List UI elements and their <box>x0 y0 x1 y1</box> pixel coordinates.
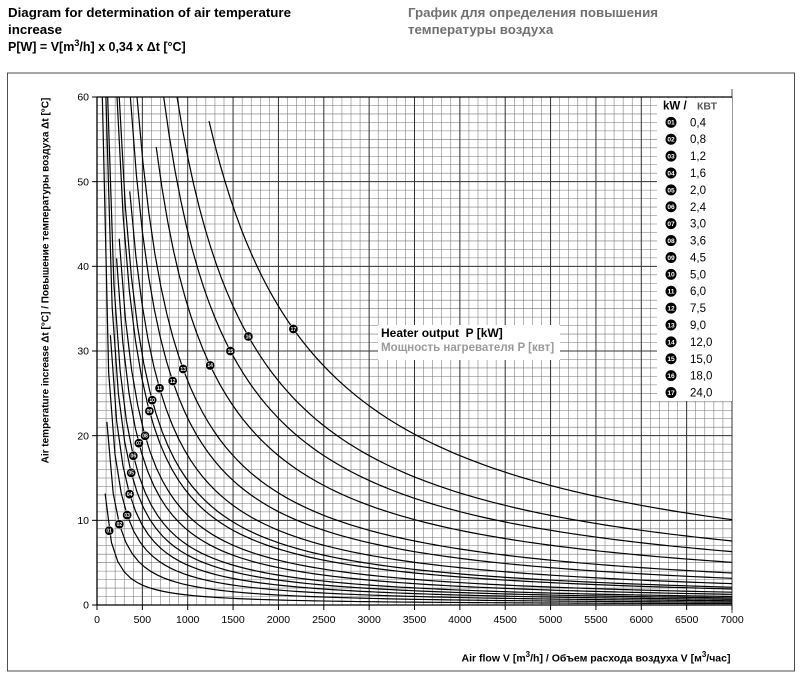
svg-text:4500: 4500 <box>494 614 518 626</box>
svg-text:КВТ: КВТ <box>697 100 718 112</box>
svg-text:12: 12 <box>170 379 176 385</box>
svg-text:16: 16 <box>667 373 675 380</box>
svg-text:5,0: 5,0 <box>690 269 706 281</box>
svg-text:2,4: 2,4 <box>690 202 707 214</box>
svg-text:12,0: 12,0 <box>690 337 712 349</box>
svg-text:14: 14 <box>667 339 675 346</box>
svg-text:0: 0 <box>94 614 100 626</box>
svg-text:500: 500 <box>134 614 152 626</box>
svg-text:6000: 6000 <box>630 614 654 626</box>
svg-text:6500: 6500 <box>675 614 699 626</box>
svg-text:10: 10 <box>77 515 89 527</box>
svg-text:04: 04 <box>667 170 675 177</box>
svg-text:3,0: 3,0 <box>690 219 706 231</box>
svg-text:03: 03 <box>124 513 130 519</box>
svg-text:02: 02 <box>117 522 123 528</box>
svg-text:13: 13 <box>180 367 186 373</box>
svg-text:10: 10 <box>149 398 155 404</box>
svg-text:30: 30 <box>77 346 89 358</box>
svg-text:5500: 5500 <box>584 614 608 626</box>
svg-text:18,0: 18,0 <box>690 371 712 383</box>
svg-text:1000: 1000 <box>176 614 200 626</box>
svg-text:2000: 2000 <box>267 614 291 626</box>
svg-text:17: 17 <box>667 390 675 397</box>
svg-text:14: 14 <box>207 363 213 369</box>
svg-text:15,0: 15,0 <box>690 354 712 366</box>
svg-text:15: 15 <box>667 356 675 363</box>
svg-text:12: 12 <box>667 306 675 313</box>
svg-text:13: 13 <box>667 322 675 329</box>
svg-text:40: 40 <box>77 261 89 273</box>
svg-text:3500: 3500 <box>403 614 427 626</box>
svg-text:17: 17 <box>291 327 297 333</box>
svg-text:07: 07 <box>136 441 142 447</box>
svg-text:11: 11 <box>157 386 163 392</box>
svg-text:01: 01 <box>106 529 112 535</box>
svg-text:0,4: 0,4 <box>690 117 707 129</box>
svg-text:1,6: 1,6 <box>690 168 706 180</box>
svg-text:6,0: 6,0 <box>690 286 706 298</box>
svg-text:60: 60 <box>77 92 89 104</box>
svg-text:9,0: 9,0 <box>690 320 706 332</box>
svg-text:0: 0 <box>83 600 89 612</box>
svg-text:kW /: kW / <box>663 100 687 112</box>
svg-text:20: 20 <box>77 430 89 442</box>
svg-text:10: 10 <box>667 272 675 279</box>
svg-text:0,8: 0,8 <box>690 134 706 146</box>
svg-text:09: 09 <box>667 255 675 262</box>
svg-text:7,5: 7,5 <box>690 303 706 315</box>
svg-text:1,2: 1,2 <box>690 151 706 163</box>
svg-text:4,5: 4,5 <box>690 252 706 264</box>
svg-text:07: 07 <box>667 221 675 228</box>
svg-text:04: 04 <box>127 492 133 498</box>
svg-text:2,0: 2,0 <box>690 185 706 197</box>
svg-text:06: 06 <box>667 204 675 211</box>
svg-text:24,0: 24,0 <box>690 388 712 400</box>
svg-text:11: 11 <box>668 289 675 296</box>
svg-text:05: 05 <box>128 471 134 477</box>
svg-text:7000: 7000 <box>720 614 744 626</box>
svg-text:15: 15 <box>228 349 234 355</box>
svg-text:5000: 5000 <box>539 614 563 626</box>
svg-text:09: 09 <box>147 409 153 415</box>
svg-text:2500: 2500 <box>312 614 336 626</box>
svg-text:4000: 4000 <box>448 614 472 626</box>
svg-text:02: 02 <box>667 137 675 144</box>
svg-text:16: 16 <box>246 334 252 340</box>
svg-text:05: 05 <box>667 187 675 194</box>
svg-text:1500: 1500 <box>221 614 245 626</box>
svg-text:08: 08 <box>142 434 148 440</box>
svg-text:08: 08 <box>667 238 675 245</box>
svg-text:3000: 3000 <box>357 614 381 626</box>
svg-text:06: 06 <box>131 454 137 460</box>
svg-text:01: 01 <box>667 120 675 127</box>
svg-text:03: 03 <box>667 154 675 161</box>
svg-text:3,6: 3,6 <box>690 236 706 248</box>
svg-text:50: 50 <box>77 176 89 188</box>
